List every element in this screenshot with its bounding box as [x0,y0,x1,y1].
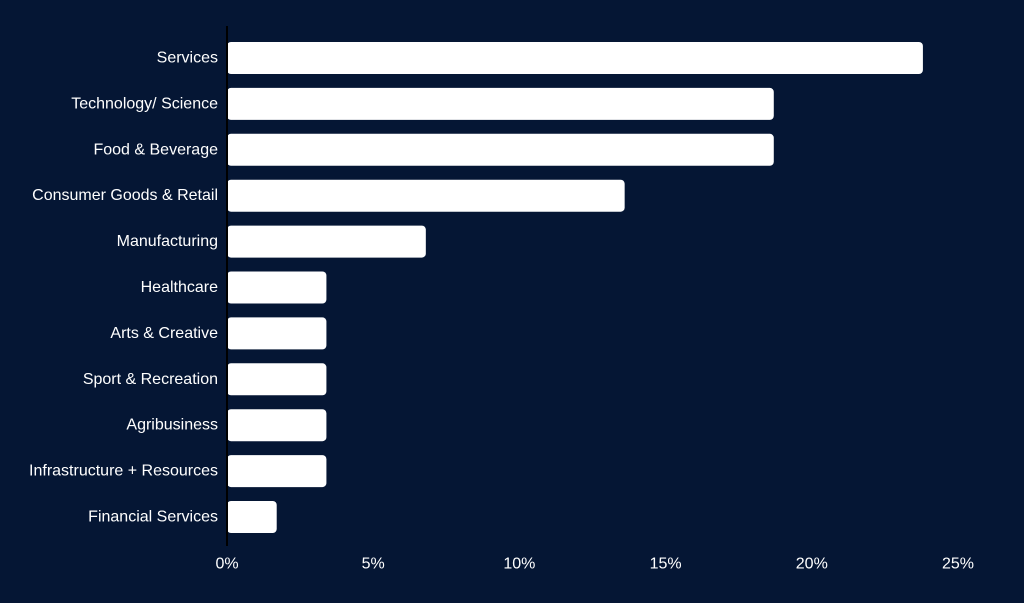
x-tick-label: 15% [650,556,682,573]
bar-arts-creative [227,317,327,350]
category-label: Consumer Goods & Retail [32,187,218,204]
category-label: Agribusiness [126,417,218,434]
category-label: Financial Services [88,509,218,526]
category-label: Sport & Recreation [83,371,218,388]
bars-layer [227,42,923,533]
bar-manufacturing [227,225,426,258]
bar-financial-services [227,501,277,533]
bar-agribusiness [227,409,327,442]
bar-sport-recreation [227,363,327,396]
category-labels-layer: Services Technology/ Science Food & Bevera… [29,50,218,526]
x-tick-labels-layer: 0% 5% 10% 15% 20% 25% [215,556,974,573]
x-tick-label: 20% [796,556,828,573]
bar-healthcare [227,271,327,304]
category-label: Healthcare [141,279,218,296]
category-label: Arts & Creative [110,325,218,342]
x-tick-label: 0% [215,556,238,573]
category-label: Infrastructure + Resources [29,463,218,480]
x-tick-label: 5% [362,556,385,573]
category-label: Technology/ Science [71,95,218,112]
bar-technology-science [227,87,774,120]
x-tick-label: 10% [503,556,535,573]
category-label: Manufacturing [117,233,218,250]
category-label: Food & Beverage [93,141,218,158]
bar-consumer-goods-retail [227,179,625,212]
category-label: Services [157,50,218,67]
bar-infrastructure-resources [227,455,327,488]
bar-food-beverage [227,133,774,166]
bar-services [227,42,923,74]
x-tick-label: 25% [942,556,974,573]
